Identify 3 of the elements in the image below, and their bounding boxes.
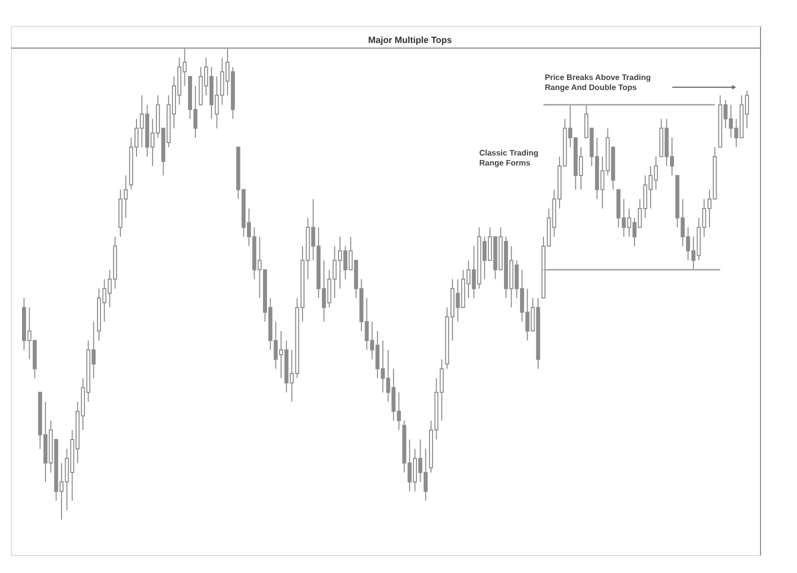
annotation: Classic Trading Range Forms: [479, 148, 538, 168]
ref-line-label: Major Multiple Tops: [368, 35, 452, 46]
annotation: Price Breaks Above Trading Range And Double Tops: [544, 73, 651, 92]
